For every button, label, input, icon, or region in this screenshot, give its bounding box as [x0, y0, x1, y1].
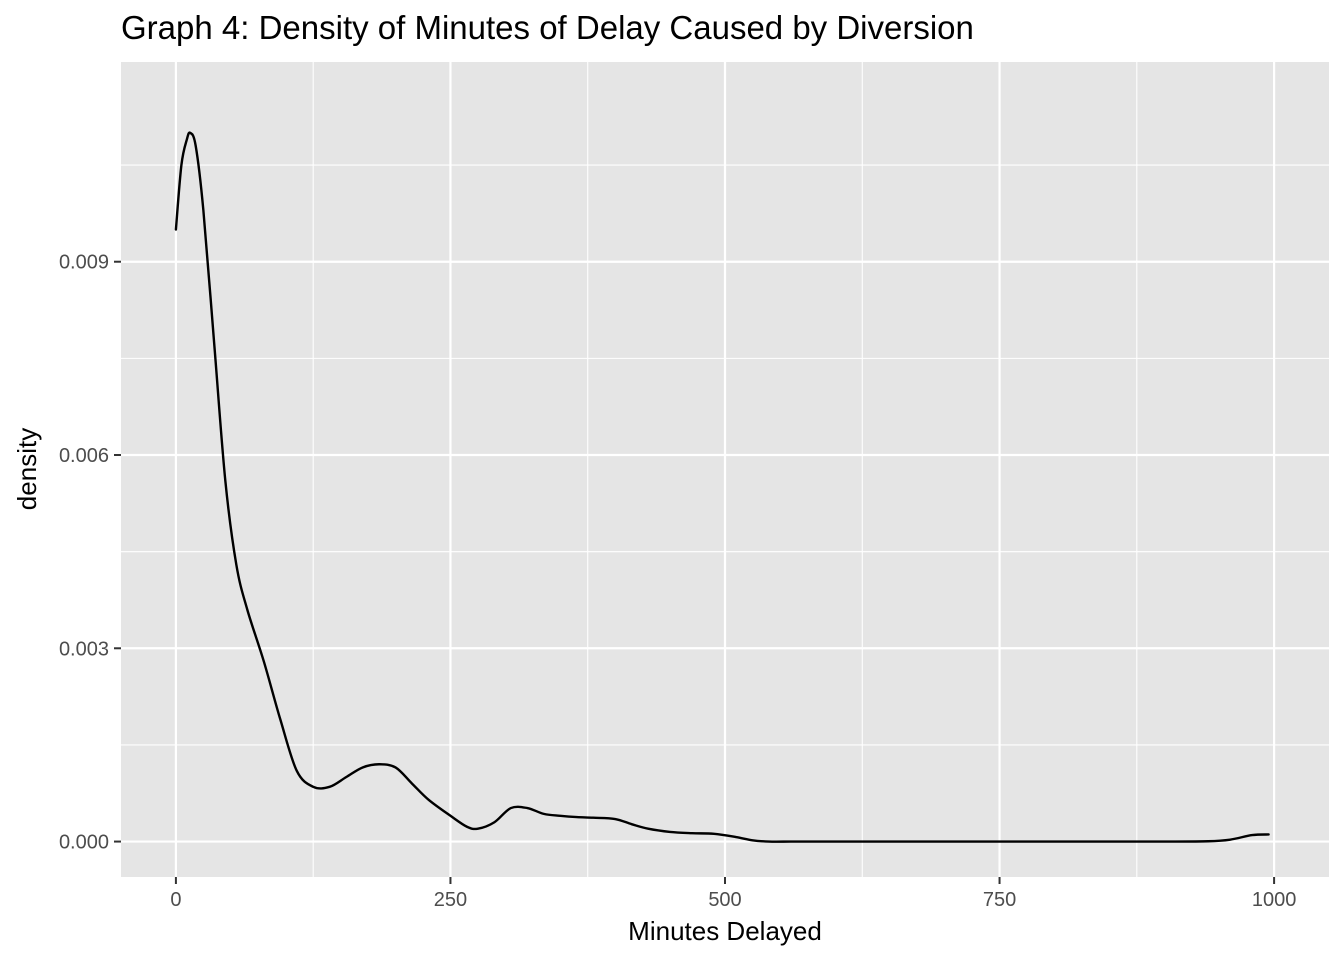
- y-tick-label: 0.009: [59, 252, 109, 274]
- x-tick-label: 1000: [1252, 889, 1297, 911]
- x-axis-label: Minutes Delayed: [628, 916, 822, 946]
- y-tick-label: 0.006: [59, 445, 109, 467]
- y-tick-label: 0.003: [59, 638, 109, 660]
- x-tick-label: 500: [708, 889, 741, 911]
- y-tick-label: 0.000: [59, 832, 109, 854]
- x-tick-label: 750: [983, 889, 1016, 911]
- major-gridlines: [121, 62, 1329, 877]
- x-tick-label: 0: [170, 889, 181, 911]
- y-axis: 0.000 0.003 0.006 0.009: [59, 252, 121, 854]
- y-axis-label: density: [12, 428, 42, 510]
- x-tick-label: 250: [434, 889, 467, 911]
- density-line: [174, 131, 1270, 843]
- chart-title: Graph 4: Density of Minutes of Delay Cau…: [121, 9, 974, 46]
- x-axis: 0 250 500 750 1000: [170, 877, 1296, 911]
